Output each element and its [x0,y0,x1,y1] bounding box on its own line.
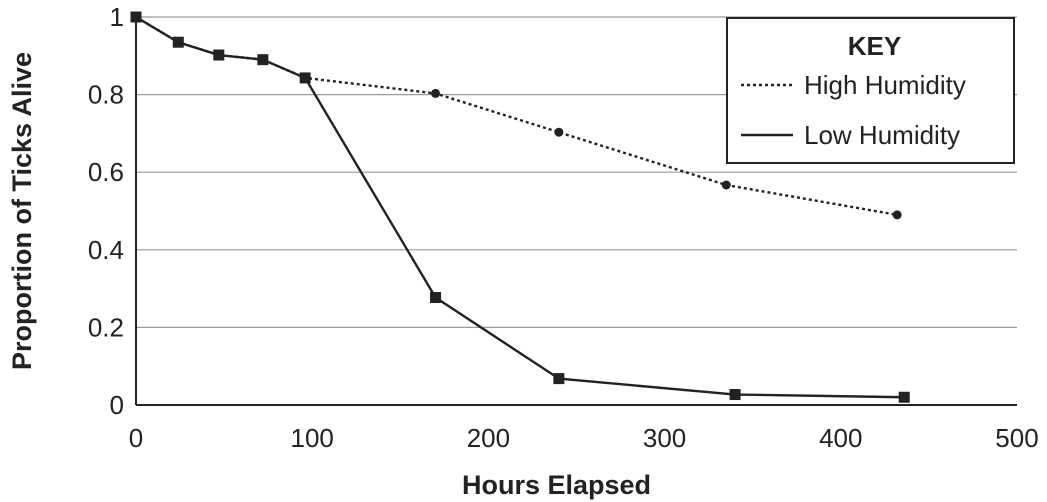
data-point-low-humidity-1 [172,36,184,48]
y-tick-label-0-8: 0.8 [88,80,124,110]
data-point-low-humidity-8 [898,391,910,403]
data-point-high-humidity-6 [554,127,564,137]
x-tick-label-100: 100 [291,423,334,453]
legend-box [726,17,1015,164]
tick-labels: 0 0.2 0.4 0.6 0.8 1 0 100 200 300 400 500 [88,2,1039,453]
y-tick-label-0-2: 0.2 [88,312,124,342]
legend-label-high-humidity: High Humidity [804,70,966,100]
legend-title: KEY [848,31,901,61]
data-point-low-humidity-3 [257,54,269,66]
series-layer [130,11,910,403]
x-tick-label-300: 300 [643,423,686,453]
data-point-low-humidity-7 [729,389,741,401]
x-tick-label-400: 400 [819,423,862,453]
data-point-high-humidity-7 [721,180,731,190]
data-point-low-humidity-2 [213,49,225,61]
y-axis-title: Proportion of Ticks Alive [7,52,37,370]
data-point-low-humidity-4 [299,72,311,84]
legend-label-low-humidity: Low Humidity [804,120,960,150]
x-tick-label-0: 0 [129,423,143,453]
y-tick-label-1: 1 [110,2,124,32]
data-point-high-humidity-5 [431,88,441,98]
data-point-low-humidity-6 [553,373,565,385]
data-point-high-humidity-8 [892,210,902,220]
x-tick-label-200: 200 [467,423,510,453]
y-tick-label-0-4: 0.4 [88,235,124,265]
y-tick-label-0: 0 [110,390,124,420]
axes [135,17,1017,406]
legend: KEY High Humidity Low Humidity [726,17,1015,164]
data-point-low-humidity-0 [130,11,142,23]
x-axis-title: Hours Elapsed [462,470,651,500]
data-point-low-humidity-5 [430,292,442,304]
x-tick-label-500: 500 [995,423,1038,453]
y-tick-label-0-6: 0.6 [88,157,124,187]
